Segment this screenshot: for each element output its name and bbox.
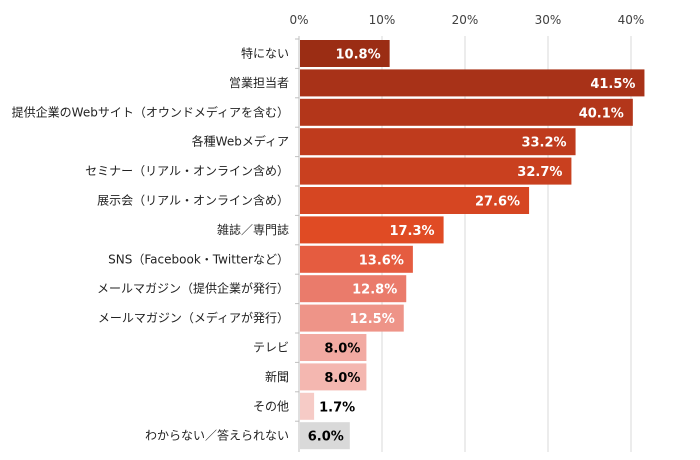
data-label: 41.5%	[590, 77, 635, 92]
category-label: テレビ	[253, 341, 289, 355]
data-label: 12.8%	[352, 283, 397, 298]
category-label: 新聞	[265, 369, 289, 384]
bar	[300, 392, 315, 420]
x-tick-label: 20%	[452, 13, 479, 27]
x-tick-label: 10%	[369, 13, 396, 27]
category-label: メールマガジン（メディアが発行）	[98, 310, 289, 325]
category-label: セミナー（リアル・オンライン含め）	[85, 163, 289, 178]
data-label: 6.0%	[308, 430, 344, 445]
x-tick-label: 30%	[535, 13, 562, 27]
category-label: 雑誌／専門誌	[217, 222, 289, 237]
bar	[300, 40, 390, 67]
category-label: わからない／答えられない	[145, 428, 289, 443]
data-label: 32.7%	[517, 165, 562, 180]
category-label: 特にない	[241, 46, 289, 61]
data-label: 40.1%	[579, 106, 624, 121]
data-label: 17.3%	[389, 224, 434, 239]
category-label: 各種Webメディア	[192, 134, 289, 149]
bar	[300, 363, 367, 391]
bar	[300, 334, 367, 361]
bar	[300, 275, 407, 303]
bar	[300, 216, 444, 244]
category-label: 展示会（リアル・オンライン含め）	[97, 193, 289, 208]
category-label: 営業担当者	[229, 76, 289, 90]
data-label: 12.5%	[350, 312, 395, 327]
bar	[300, 304, 404, 332]
bar	[300, 69, 645, 97]
data-label: 1.7%	[319, 400, 355, 415]
x-tick-label: 0%	[289, 13, 308, 27]
bar	[300, 157, 572, 185]
category-label: 提供企業のWebサイト（オウンドメディアを含む）	[12, 104, 289, 119]
data-label: 33.2%	[521, 136, 566, 151]
data-label: 8.0%	[324, 342, 360, 357]
category-label: SNS（Facebook・Twitterなど）	[108, 252, 289, 266]
bar	[300, 98, 633, 126]
data-label: 8.0%	[324, 371, 360, 386]
data-label: 13.6%	[359, 253, 404, 268]
bar	[300, 128, 576, 156]
bar	[300, 245, 413, 273]
x-tick-label: 40%	[618, 13, 645, 27]
data-label: 10.8%	[336, 48, 381, 63]
bar	[300, 187, 530, 214]
category-label: メールマガジン（提供企業が発行）	[97, 281, 289, 296]
data-label: 27.6%	[475, 195, 520, 210]
category-label: その他	[253, 399, 289, 413]
bar	[300, 422, 350, 450]
